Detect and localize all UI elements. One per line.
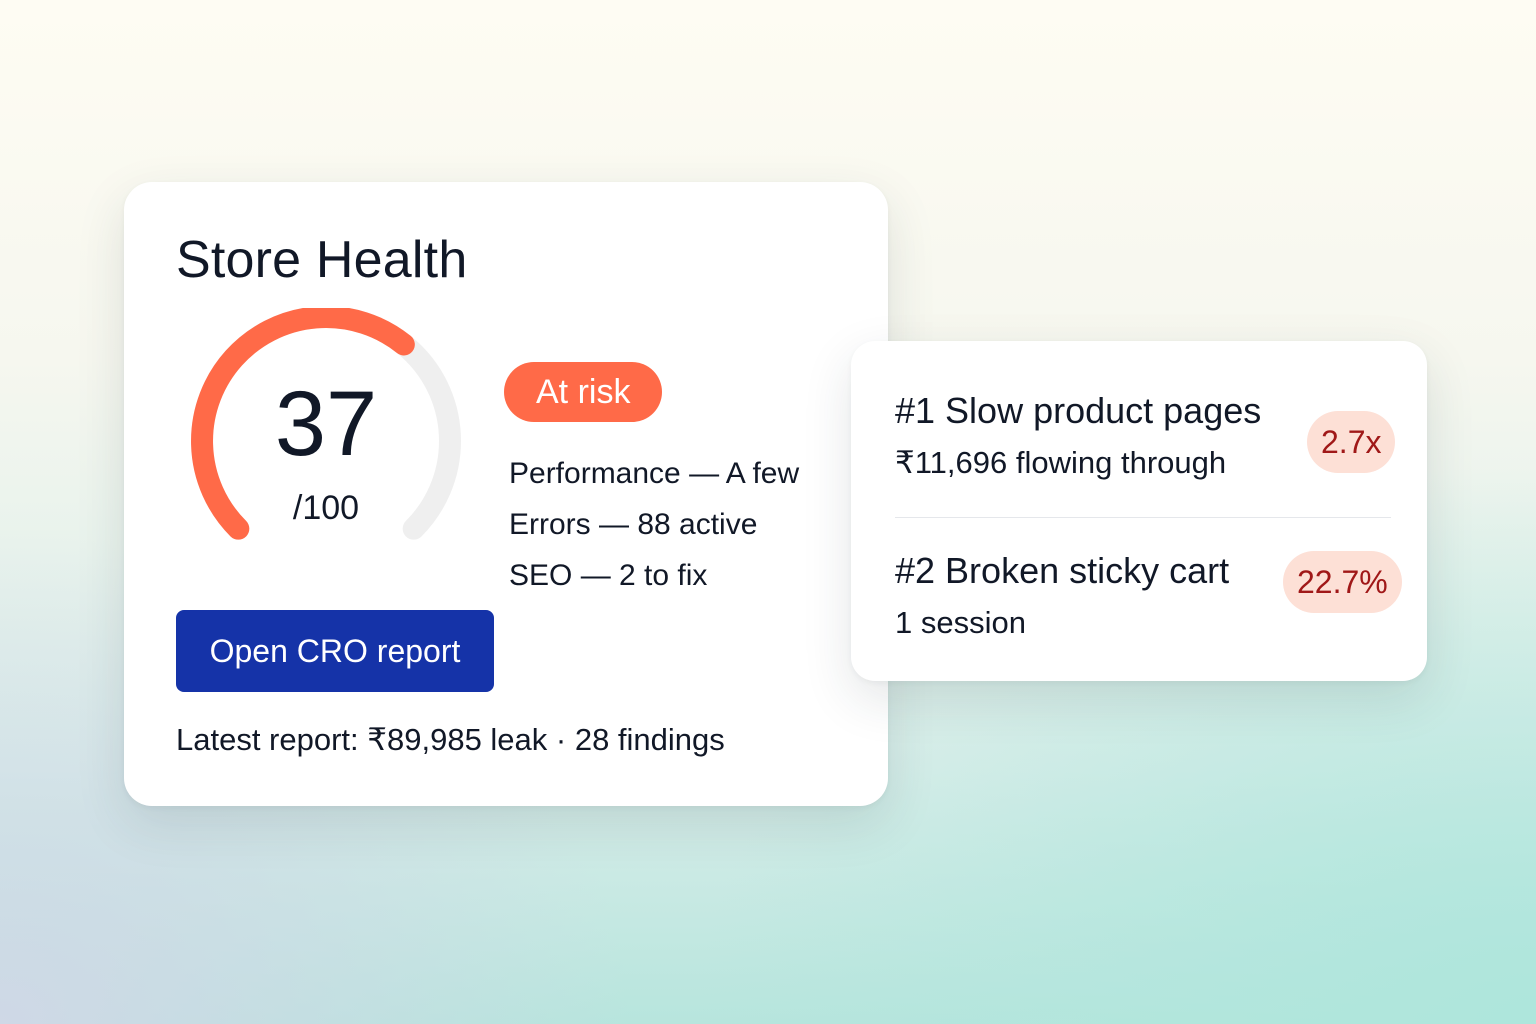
issue-title: #2 Broken sticky cart: [895, 550, 1230, 591]
issue-divider: [895, 517, 1391, 518]
metric-seo: SEO — 2 to fix: [509, 559, 708, 592]
issue-impact-badge: 22.7%: [1283, 551, 1402, 613]
metric-performance: Performance — A few: [509, 457, 800, 490]
score-value: 37: [274, 373, 378, 475]
gauge-fill: [191, 308, 415, 540]
issue-item[interactable]: #1 Slow product pages ₹11,696 flowing th…: [895, 389, 1395, 483]
status-badge: At risk: [504, 362, 663, 422]
issue-subtitle: ₹11,696 flowing through: [895, 445, 1227, 480]
metric-list: Performance — A few Errors — 88 active S…: [509, 448, 799, 601]
open-cro-report-button[interactable]: Open CRO report: [176, 610, 494, 692]
store-health-card: Store Health 37 /100 At risk Performance…: [124, 182, 888, 806]
issue-title: #1 Slow product pages: [895, 390, 1262, 431]
metric-errors: Errors — 88 active: [509, 508, 758, 541]
issue-impact-badge: 2.7x: [1307, 411, 1396, 473]
latest-report-summary: Latest report: ₹89,985 leak · 28 finding…: [176, 722, 725, 757]
issue-item[interactable]: #2 Broken sticky cart 1 session: [895, 549, 1395, 643]
issue-subtitle: 1 session: [895, 605, 1026, 640]
gauge-graphic: [191, 308, 461, 540]
top-issues-card: #1 Slow product pages ₹11,696 flowing th…: [851, 341, 1427, 681]
health-score-gauge: 37 /100: [176, 308, 476, 568]
score-max: /100: [292, 489, 360, 527]
card-title: Store Health: [176, 231, 468, 289]
